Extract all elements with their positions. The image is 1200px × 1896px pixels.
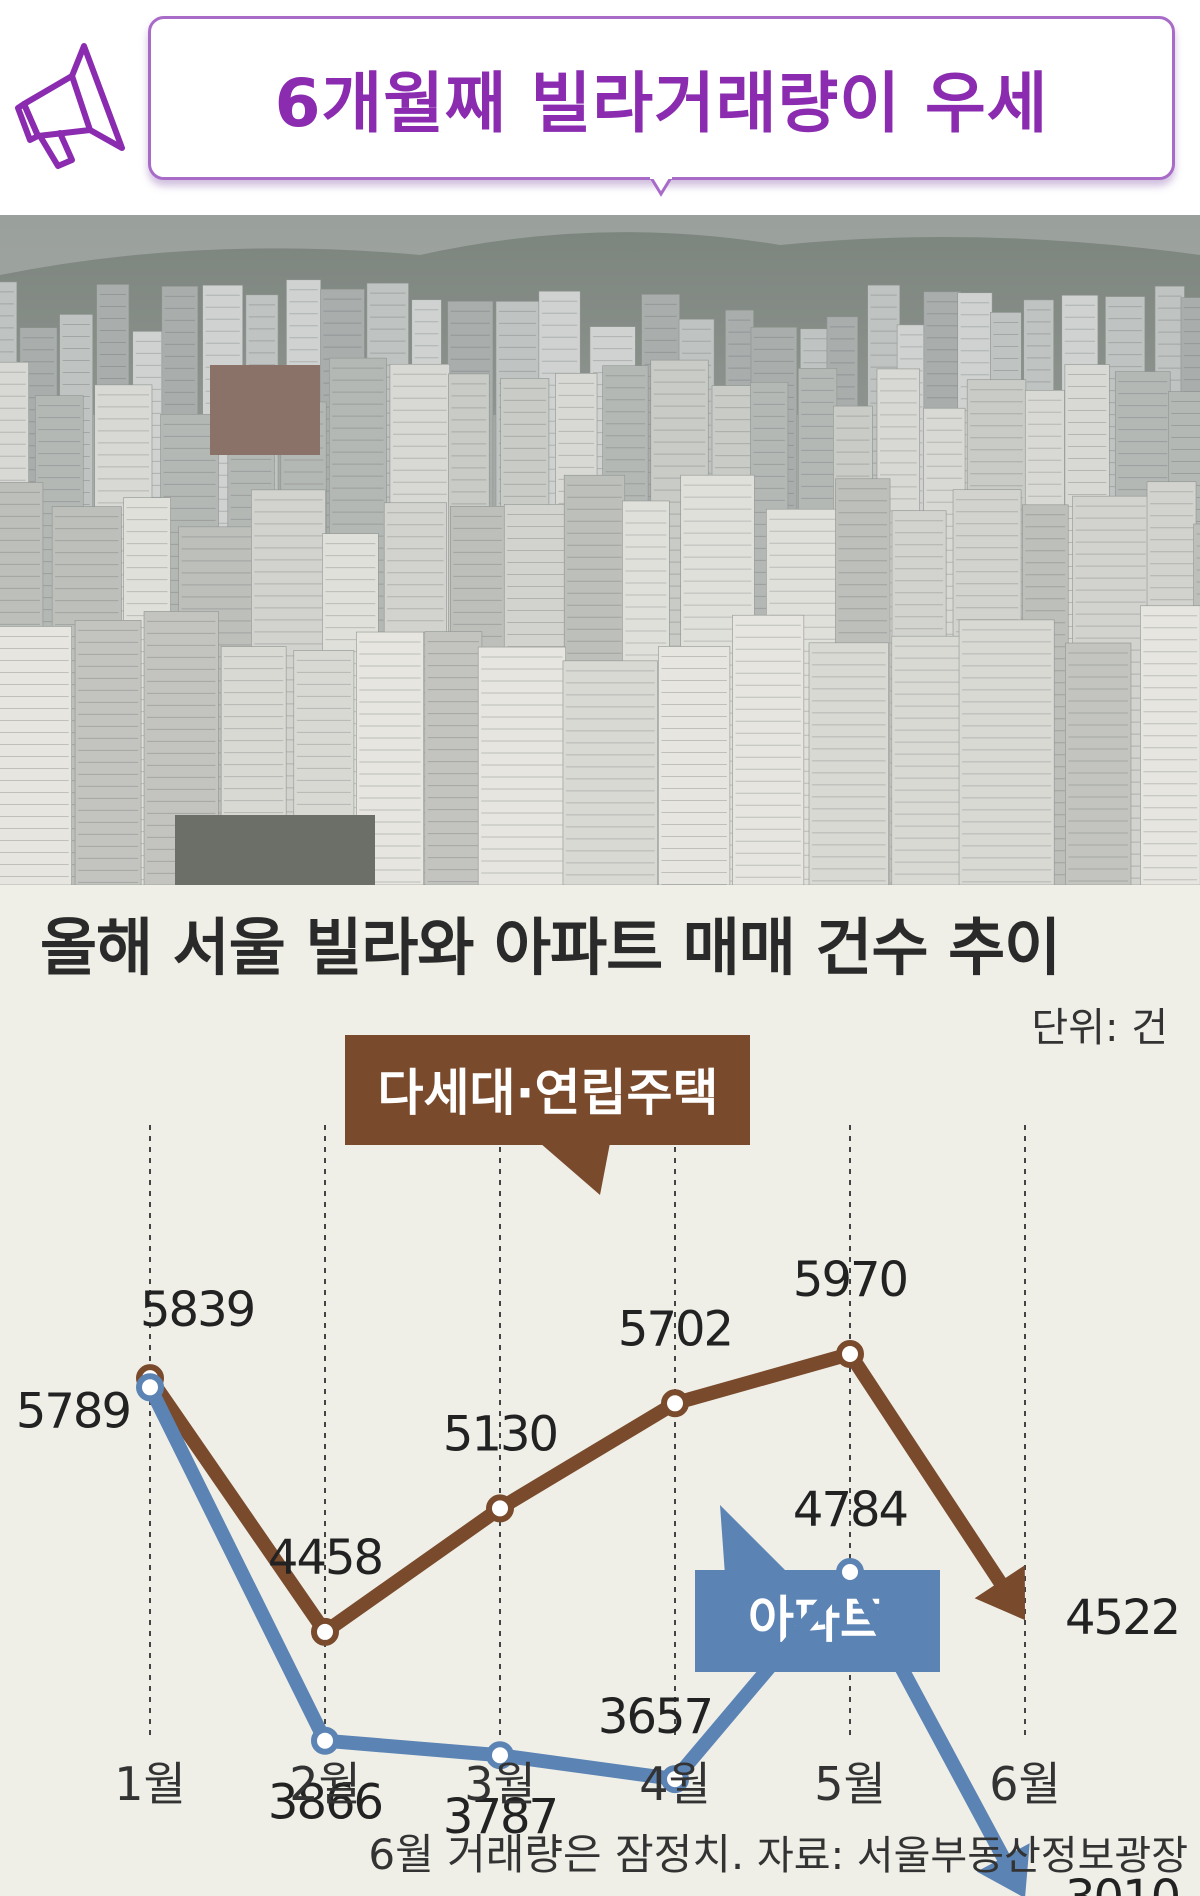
footnote: 6월 거래량은 잠정치. 자료: 서울부동산정보광장: [368, 1821, 1188, 1882]
data-label: 4458: [268, 1530, 382, 1586]
data-label: 3657: [598, 1689, 712, 1745]
x-tick-label: 1월: [114, 1757, 186, 1811]
data-point: [836, 1340, 864, 1369]
legend-label-villa: 다세대·연립주택: [378, 1064, 719, 1122]
x-tick-label: 6월: [989, 1757, 1061, 1811]
headline-bubble: 6개월째 빌라거래량이 우세: [148, 16, 1175, 180]
data-point: [136, 1373, 164, 1402]
chart-title: 올해 서울 빌라와 아파트 매매 건수 추이: [40, 911, 1061, 984]
data-label: 3787: [443, 1789, 557, 1845]
header-banner: 6개월째 빌라거래량이 우세: [0, 0, 1200, 215]
x-tick-label: 2월: [289, 1757, 361, 1811]
series-arrow-shaft-2: [843, 1564, 1011, 1865]
x-tick-label: 5월: [814, 1757, 886, 1811]
headline: 6개월째 빌라거래량이 우세: [274, 65, 1049, 142]
data-label: 5130: [443, 1406, 557, 1462]
x-tick-label: 4월: [639, 1757, 711, 1811]
series-arrow-head-2: [976, 1843, 1030, 1896]
data-label: 4784: [793, 1482, 907, 1538]
data-point: [836, 1557, 864, 1586]
megaphone-icon: [15, 43, 125, 169]
data-point: [661, 1389, 689, 1418]
series-arrow-shaft-1: [843, 1347, 1007, 1589]
data-label: 3866: [268, 1775, 382, 1831]
data-label: 4522: [1065, 1590, 1179, 1646]
data-point: [486, 1494, 514, 1523]
footnote-main: 6월 거래량은 잠정치.: [368, 1830, 745, 1879]
data-label: 5970: [793, 1252, 907, 1308]
series-arrow-head-1: [974, 1565, 1025, 1621]
bubble-tail: [650, 176, 672, 197]
data-point: [311, 1726, 339, 1755]
data-point: [486, 1741, 514, 1770]
data-point: [311, 1617, 339, 1646]
legend-pointer-villa: [540, 1143, 610, 1195]
data-label: 5839: [140, 1282, 254, 1338]
legend-pointer-apartment: [720, 1505, 790, 1575]
chart-panel: 올해 서울 빌라와 아파트 매매 건수 추이 단위: 건 다세대·연립주택 아파트…: [0, 885, 1200, 1896]
apartment-cityscape-photo: [0, 215, 1200, 885]
data-point: [661, 1765, 689, 1794]
data-label: 5789: [16, 1383, 130, 1439]
footnote-source: 자료: 서울부동산정보광장: [757, 1833, 1188, 1879]
x-tick-label: 3월: [464, 1757, 536, 1811]
data-label: 5702: [618, 1301, 732, 1357]
unit-label: 단위: 건: [1031, 1005, 1168, 1051]
legend-box-villa: [345, 1035, 750, 1145]
data-label: 3010: [1065, 1870, 1179, 1896]
